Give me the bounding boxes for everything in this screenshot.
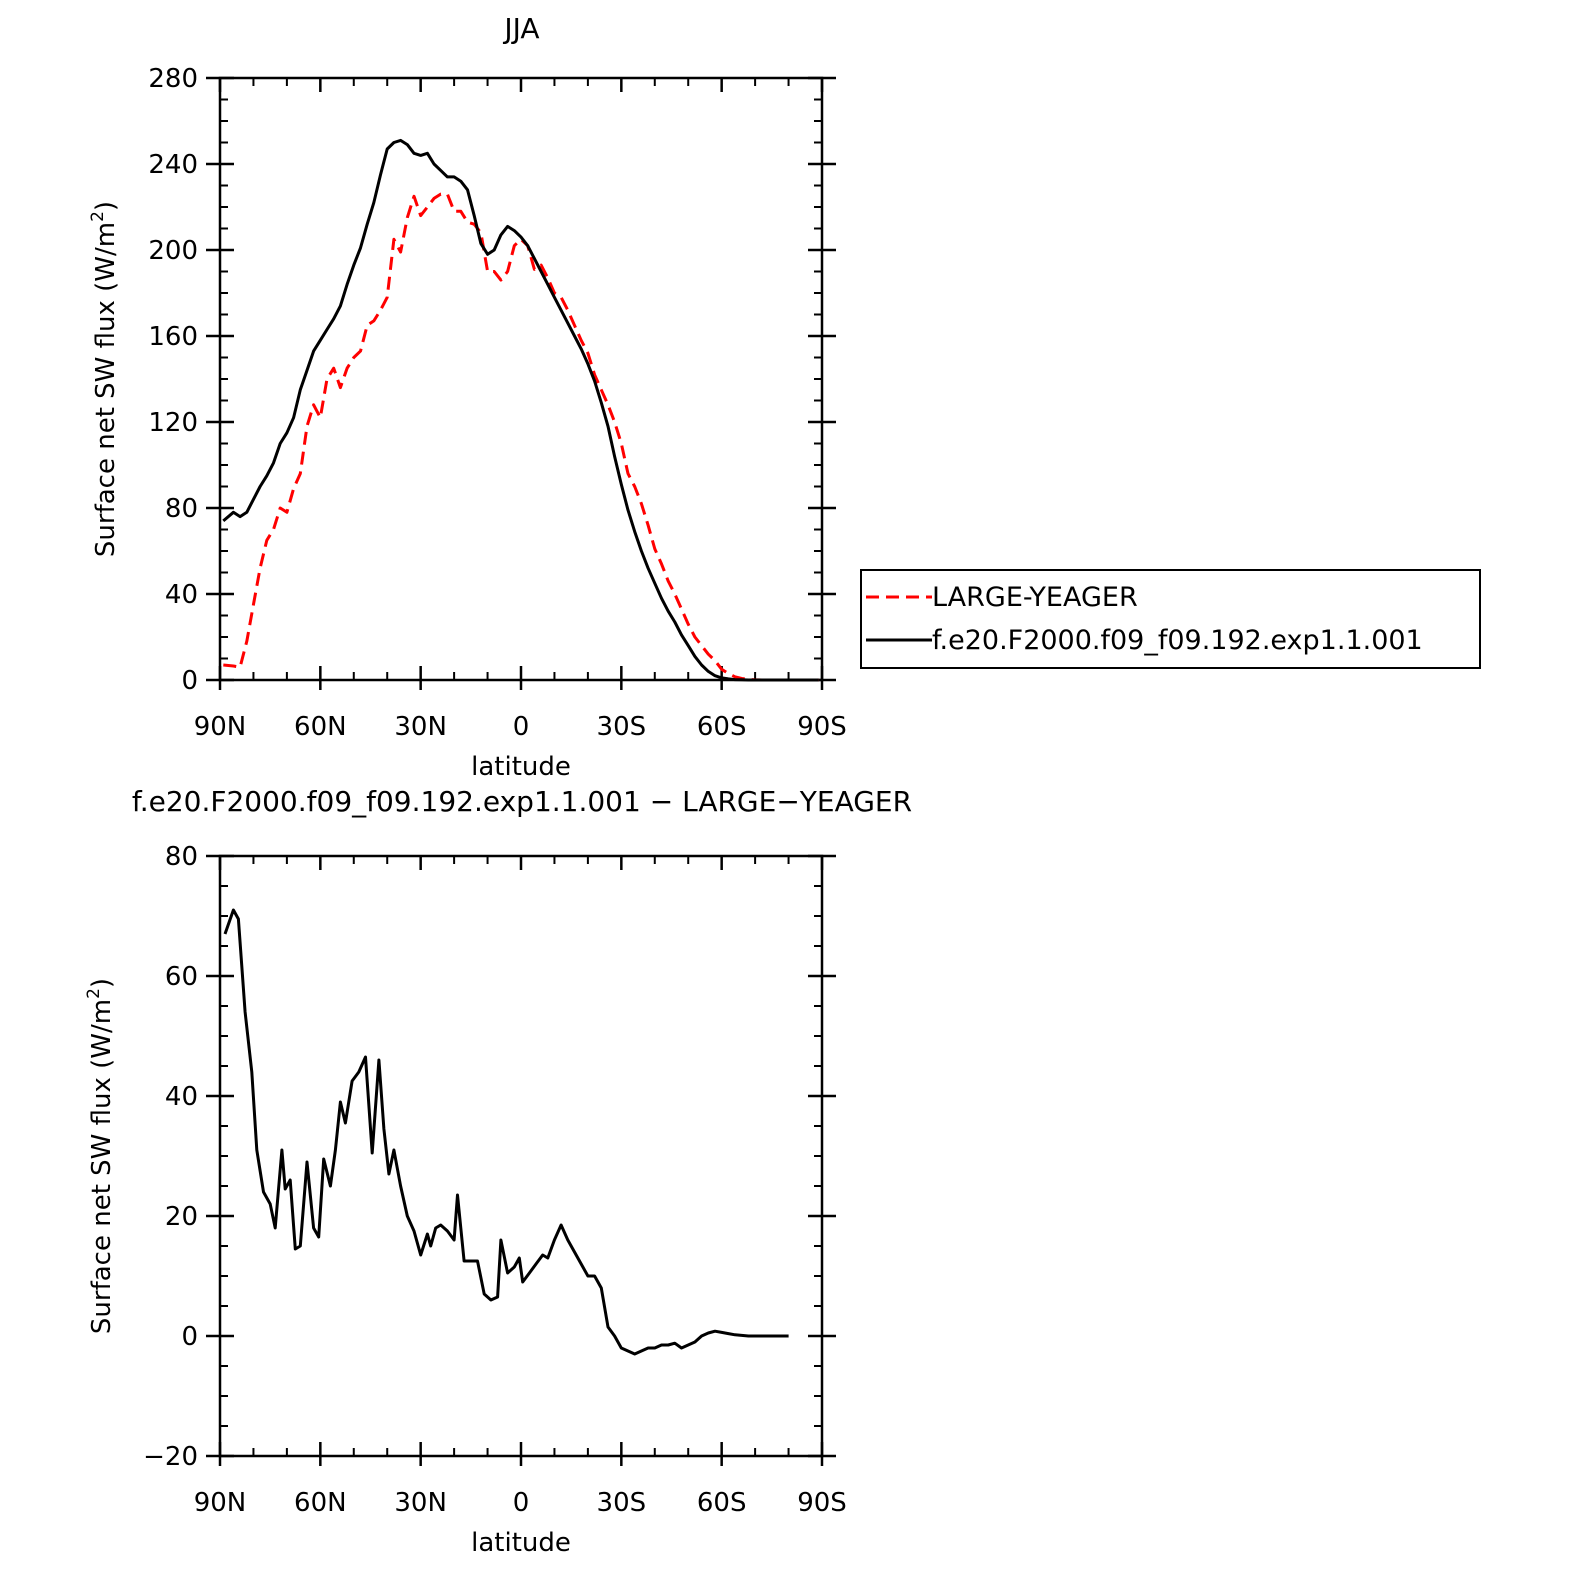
top-xtick-label: 30S [597, 712, 647, 742]
top-ticks [206, 76, 836, 690]
bottom-y-axis-label: Surface net SW flux (W/m2) [84, 978, 117, 1334]
top-ytick-label: 0 [181, 666, 198, 696]
bottom-xtick-label: 90N [194, 1488, 247, 1518]
legend-label-exp1: f.e20.F2000.f09_f09.192.exp1.1.001 [932, 625, 1423, 656]
legend: LARGE-YEAGER f.e20.F2000.f09_f09.192.exp… [860, 569, 1481, 669]
top-series-line-1 [222, 138, 819, 682]
top-xtick-label: 0 [513, 712, 530, 742]
top-ytick-label: 80 [165, 494, 198, 524]
top-xtick-label: 30N [394, 712, 447, 742]
top-x-axis-label: latitude [471, 752, 571, 782]
top-ytick-label: 200 [148, 236, 198, 266]
top-x-tick-labels: 90N 60N 30N 0 30S 60S 90S [194, 712, 847, 742]
top-y-axis-label-sup: 2 [88, 211, 108, 222]
bottom-xtick-label: 90S [797, 1488, 847, 1518]
bottom-xtick-label: 0 [513, 1488, 530, 1518]
bottom-series-line-0 [223, 908, 789, 1356]
bottom-plot-frame [218, 854, 824, 1458]
top-y-tick-labels: 0 40 80 120 160 200 240 280 [148, 64, 198, 696]
top-y-axis-label: Surface net SW flux (W/m2) [88, 201, 121, 557]
bottom-ytick-label: −20 [143, 1442, 198, 1472]
bottom-ticks [206, 854, 836, 1466]
top-xtick-label: 60N [294, 712, 347, 742]
top-ytick-label: 280 [148, 64, 198, 94]
bottom-xtick-label: 60S [697, 1488, 747, 1518]
top-ytick-label: 120 [148, 408, 198, 438]
top-xtick-label: 60S [697, 712, 747, 742]
top-chart-title: JJA [502, 12, 539, 45]
bottom-ytick-label: 40 [165, 1082, 198, 1112]
bottom-xtick-label: 30N [394, 1488, 447, 1518]
bottom-y-axis-label-sup: 2 [84, 988, 104, 999]
top-ytick-label: 40 [165, 580, 198, 610]
bottom-xtick-label: 60N [294, 1488, 347, 1518]
bottom-xtick-label: 30S [597, 1488, 647, 1518]
bottom-ytick-label: 0 [181, 1322, 198, 1352]
top-plot-frame [218, 76, 824, 682]
bottom-ytick-label: 60 [165, 962, 198, 992]
top-ytick-label: 240 [148, 150, 198, 180]
bottom-x-tick-labels: 90N 60N 30N 0 30S 60S 90S [194, 1488, 847, 1518]
bottom-panel: f.e20.F2000.f09_f09.192.exp1.1.001 − LAR… [84, 785, 912, 1558]
top-series-group [222, 138, 819, 682]
bottom-chart-title: f.e20.F2000.f09_f09.192.exp1.1.001 − LAR… [132, 785, 912, 818]
legend-label-large-yeager: LARGE-YEAGER [932, 582, 1138, 613]
top-xtick-label: 90S [797, 712, 847, 742]
bottom-ytick-label: 20 [165, 1202, 198, 1232]
bottom-series-group [223, 908, 789, 1356]
top-series-line-0 [223, 192, 819, 682]
bottom-ytick-label: 80 [165, 842, 198, 872]
legend-box [860, 569, 1481, 669]
bottom-y-tick-labels: −20 0 20 40 60 80 [143, 842, 198, 1472]
bottom-x-axis-label: latitude [471, 1528, 571, 1558]
top-ytick-label: 160 [148, 322, 198, 352]
top-xtick-label: 90N [194, 712, 247, 742]
top-panel: JJA 0 40 80 120 160 200 240 280 90N 60N 30N 0 30S 60… [88, 12, 1481, 782]
